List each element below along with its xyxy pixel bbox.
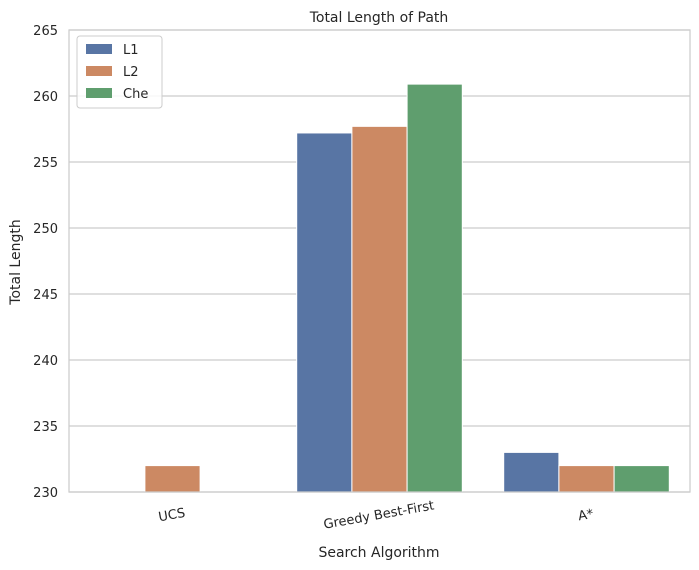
- y-tick-label: 265: [33, 24, 58, 39]
- legend-swatch-l2: [86, 66, 112, 76]
- bar-l1-2: [503, 451, 560, 493]
- bar-l1-1: [296, 132, 353, 493]
- y-tick-label: 235: [33, 420, 58, 435]
- bar-che-2: [613, 465, 670, 493]
- legend-label: Che: [123, 87, 148, 102]
- y-tick-label: 255: [33, 156, 58, 171]
- bar-che-1: [406, 83, 463, 493]
- x-axis-label: Search Algorithm: [318, 545, 439, 561]
- legend-swatch-che: [86, 88, 112, 98]
- x-tick-label: A*: [577, 507, 595, 525]
- y-tick-label: 260: [33, 90, 58, 105]
- bar-l2-1: [351, 125, 408, 493]
- y-tick-label: 245: [33, 288, 58, 303]
- bars: [144, 83, 670, 493]
- x-tick-labels: UCS Greedy Best-First A*: [157, 498, 595, 532]
- x-tick-label: Greedy Best-First: [322, 498, 435, 532]
- chart-title: Total Length of Path: [309, 10, 449, 26]
- legend-label: L2: [123, 65, 139, 80]
- plot-frame: [68, 29, 691, 493]
- y-tick-labels: 230 235 240 245 250 255 260 265: [33, 24, 58, 501]
- y-tick-label: 250: [33, 222, 58, 237]
- bar-l2-0: [144, 465, 201, 493]
- legend-swatch-l1: [86, 44, 112, 54]
- legend-label: L1: [123, 43, 139, 58]
- x-tick-label: UCS: [157, 506, 186, 525]
- bar-l2-2: [558, 465, 615, 493]
- y-tick-label: 240: [33, 354, 58, 369]
- y-tick-label: 230: [33, 486, 58, 501]
- y-axis-label: Total Length: [8, 219, 24, 305]
- legend: L1 L2 Che: [76, 35, 163, 109]
